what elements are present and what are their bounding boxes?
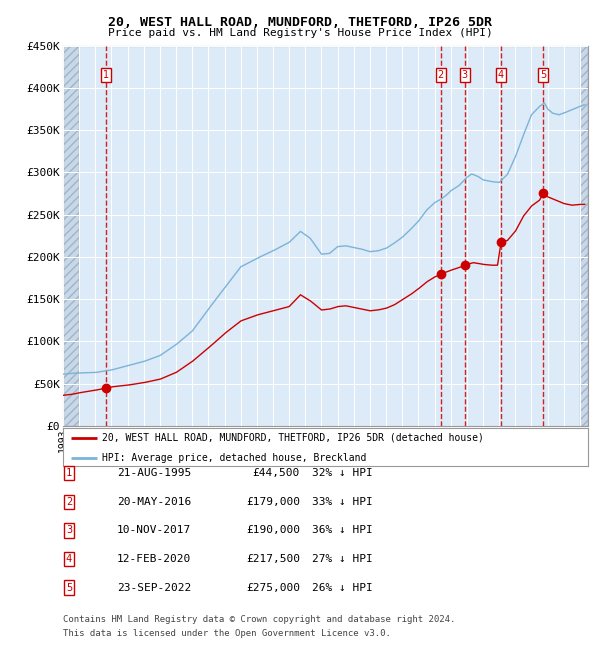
Bar	[63, 46, 79, 426]
Text: 5: 5	[66, 582, 72, 593]
Text: £44,500: £44,500	[253, 468, 300, 478]
Text: 1: 1	[103, 70, 109, 80]
Text: 2: 2	[437, 70, 444, 80]
Text: 32% ↓ HPI: 32% ↓ HPI	[312, 468, 373, 478]
Text: £275,000: £275,000	[246, 582, 300, 593]
Text: 23-SEP-2022: 23-SEP-2022	[117, 582, 191, 593]
Text: 20, WEST HALL ROAD, MUNDFORD, THETFORD, IP26 5DR (detached house): 20, WEST HALL ROAD, MUNDFORD, THETFORD, …	[103, 433, 484, 443]
Text: 12-FEB-2020: 12-FEB-2020	[117, 554, 191, 564]
Text: 3: 3	[66, 525, 72, 536]
Text: 2: 2	[66, 497, 72, 507]
Text: 4: 4	[498, 70, 504, 80]
Text: 20, WEST HALL ROAD, MUNDFORD, THETFORD, IP26 5DR: 20, WEST HALL ROAD, MUNDFORD, THETFORD, …	[108, 16, 492, 29]
Bar	[580, 46, 588, 426]
Text: 1: 1	[66, 468, 72, 478]
Text: 4: 4	[66, 554, 72, 564]
Text: £190,000: £190,000	[246, 525, 300, 536]
Text: 21-AUG-1995: 21-AUG-1995	[117, 468, 191, 478]
Text: 26% ↓ HPI: 26% ↓ HPI	[312, 582, 373, 593]
Bar	[63, 46, 79, 426]
Text: 33% ↓ HPI: 33% ↓ HPI	[312, 497, 373, 507]
Text: 36% ↓ HPI: 36% ↓ HPI	[312, 525, 373, 536]
Bar	[580, 46, 588, 426]
Text: 27% ↓ HPI: 27% ↓ HPI	[312, 554, 373, 564]
Text: HPI: Average price, detached house, Breckland: HPI: Average price, detached house, Brec…	[103, 453, 367, 463]
Text: This data is licensed under the Open Government Licence v3.0.: This data is licensed under the Open Gov…	[63, 629, 391, 638]
Text: £179,000: £179,000	[246, 497, 300, 507]
Text: 10-NOV-2017: 10-NOV-2017	[117, 525, 191, 536]
Text: £217,500: £217,500	[246, 554, 300, 564]
Text: 3: 3	[461, 70, 467, 80]
Text: Contains HM Land Registry data © Crown copyright and database right 2024.: Contains HM Land Registry data © Crown c…	[63, 615, 455, 624]
Text: 20-MAY-2016: 20-MAY-2016	[117, 497, 191, 507]
Text: Price paid vs. HM Land Registry's House Price Index (HPI): Price paid vs. HM Land Registry's House …	[107, 28, 493, 38]
Text: 5: 5	[540, 70, 547, 80]
